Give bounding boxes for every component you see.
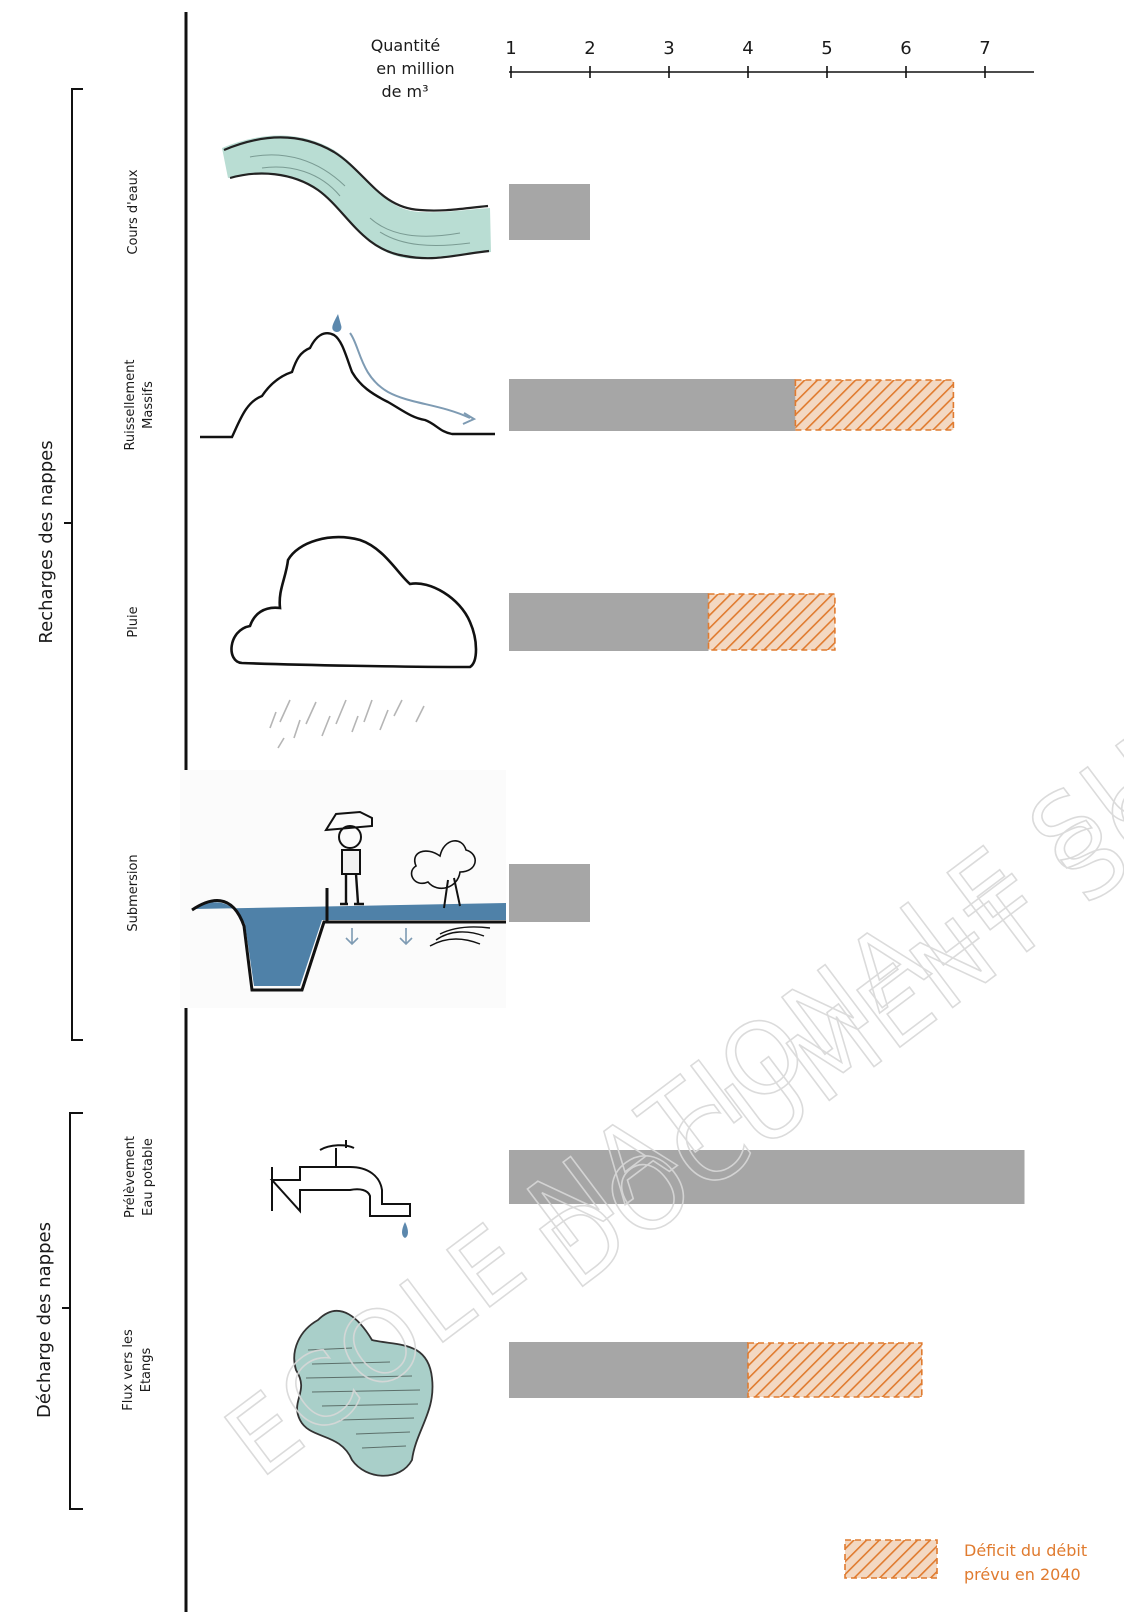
x-tick-label-5: 5 [821,38,832,59]
category-labels: Cours d'eaux Ruissellement Massifs Pluie Sub… [121,169,156,1411]
category-label-line: Eau potable [141,1138,156,1216]
bar-pluie [509,593,709,651]
category-label-line: Ruissellement [123,359,138,450]
pond-icon [293,1309,434,1477]
x-tick-label-4: 4 [742,38,753,59]
deficit-bar-flux-vers-les-etangs [747,1342,923,1398]
legend-label-line-1: Déficit du débit [964,1541,1087,1560]
category-label-line: Submersion [126,854,141,931]
category-label-line: Massifs [141,381,156,429]
category-label-line: Pluie [126,606,141,637]
deficit-bar-ruissellement-massifs [794,379,955,431]
category-label-pr-l-vement-eau-potable: Prélèvement Eau potable [123,1136,156,1218]
category-label-line: Etangs [139,1348,154,1393]
category-label-cours-d-eaux: Cours d'eaux [126,169,141,255]
axis-title-line-2: en million [376,59,454,78]
cloud-rain-icon [230,535,478,749]
category-label-pluie: Pluie [126,606,141,637]
bars [509,184,1025,1398]
bar-ruissellement-massifs [509,379,796,431]
group-bracket-recharge [71,88,83,1041]
legend-swatch [844,1539,938,1579]
category-label-ruissellement-massifs: Ruissellement Massifs [123,359,156,450]
x-tick-label-1: 1 [505,38,516,59]
group-label-recharge: Recharges des nappes [36,440,57,643]
category-label-line: Prélèvement [123,1136,138,1218]
x-tick-label-3: 3 [663,38,674,59]
category-label-line: Cours d'eaux [126,169,141,255]
x-tick-label-2: 2 [584,38,595,59]
axis-title-line-3: de m³ [381,82,428,101]
legend-label: Déficit du débit prévu en 2040 [964,1541,1092,1584]
group-label-decharge: Décharge des nappes [34,1222,55,1418]
bar-submersion [509,864,590,922]
river-icon [222,135,491,260]
legend: Déficit du débit prévu en 2040 [844,1539,1092,1584]
x-tick-label-7: 7 [979,38,990,59]
category-label-flux-vers-les-etangs: Flux vers les Etangs [121,1329,154,1411]
legend-label-line-2: prévu en 2040 [964,1565,1081,1584]
tap-icon [269,1140,411,1238]
axis-title-line-1: Quantité [371,36,441,55]
bar-pr-l-vement-eau-potable [509,1150,1025,1204]
category-label-submersion: Submersion [126,854,141,931]
x-axis-ticks: 1 2 3 4 5 6 7 [505,38,991,78]
deficit-bar-pluie [707,593,836,651]
bar-cours-d-eaux [509,184,590,240]
category-label-line: Flux vers les [121,1329,136,1411]
submersion-icon [180,770,506,1008]
axis-title: Quantité en million de m³ [371,36,460,101]
x-tick-label-6: 6 [900,38,911,59]
group-bracket-decharge [69,1112,83,1510]
bar-flux-vers-les-etangs [509,1342,748,1398]
mountain-runoff-icon [200,314,495,439]
